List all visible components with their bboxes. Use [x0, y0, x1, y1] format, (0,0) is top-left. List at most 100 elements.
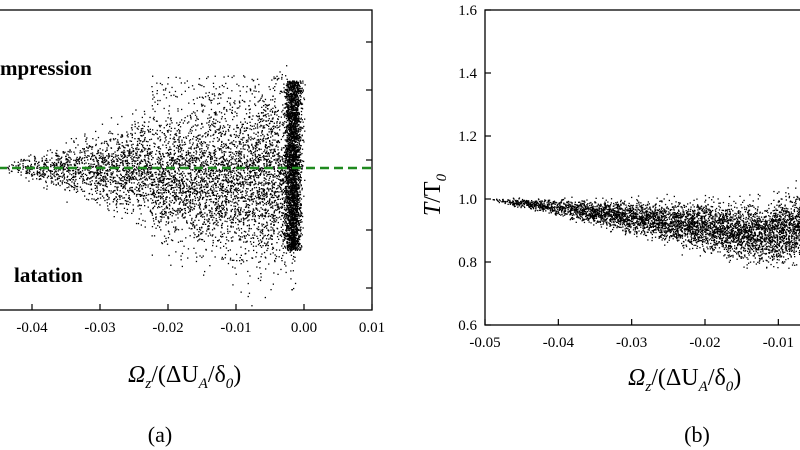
scatter-point — [131, 134, 133, 136]
scatter-point — [285, 221, 287, 223]
scatter-point — [250, 243, 253, 245]
scatter-point — [254, 153, 256, 155]
scatter-point — [232, 226, 234, 228]
scatter-point — [279, 182, 281, 184]
scatter-point — [256, 144, 258, 146]
scatter-point — [281, 179, 284, 181]
scatter-point — [251, 125, 253, 127]
scatter-point — [161, 214, 163, 216]
scatter-point — [99, 157, 101, 159]
scatter-point — [96, 171, 99, 173]
scatter-point — [231, 240, 233, 242]
scatter-point — [279, 183, 281, 185]
scatter-point — [235, 170, 238, 172]
scatter-point — [112, 178, 115, 180]
scatter-point — [231, 180, 233, 182]
scatter-point — [287, 164, 289, 166]
scatter-point — [165, 201, 168, 203]
scatter-point — [292, 258, 294, 260]
scatter-point — [273, 191, 275, 193]
scatter-point — [219, 128, 221, 130]
scatter-point — [149, 209, 152, 211]
scatter-point — [258, 91, 260, 93]
scatter-point — [254, 219, 256, 221]
scatter-point — [267, 134, 269, 136]
scatter-point — [167, 142, 169, 145]
scatter-point — [198, 169, 200, 171]
scatter-point — [262, 223, 265, 226]
scatter-point — [271, 217, 273, 219]
scatter-point — [104, 199, 106, 202]
scatter-point — [163, 170, 165, 173]
scatter-point — [241, 162, 244, 165]
scatter-point — [218, 111, 221, 113]
scatter-point — [155, 173, 157, 176]
scatter-point — [278, 163, 281, 165]
scatter-point — [185, 154, 187, 157]
scatter-point — [189, 165, 191, 167]
scatter-point — [243, 196, 245, 199]
scatter-point — [166, 177, 169, 180]
scatter-point — [203, 196, 205, 199]
scatter-point — [182, 187, 184, 189]
scatter-point — [263, 177, 265, 179]
scatter-point — [245, 212, 248, 214]
scatter-point — [283, 212, 285, 214]
scatter-point — [268, 164, 270, 167]
scatter-point — [77, 190, 79, 192]
scatter-point — [204, 191, 207, 194]
scatter-point — [115, 168, 117, 170]
scatter-point — [184, 143, 187, 145]
scatter-point — [65, 182, 67, 184]
scatter-point — [251, 305, 253, 307]
scatter-point — [281, 207, 283, 209]
scatter-point — [218, 211, 220, 213]
scatter-point — [142, 185, 145, 187]
scatter-point — [193, 155, 195, 157]
scatter-point — [167, 155, 169, 157]
scatter-point — [132, 173, 134, 175]
scatter-point — [45, 180, 47, 182]
scatter-point — [172, 143, 174, 145]
scatter-point — [225, 109, 228, 111]
scatter-point — [219, 148, 221, 150]
scatter-point — [240, 207, 242, 209]
scatter-point — [167, 189, 170, 192]
scatter-point — [205, 186, 207, 189]
scatter-point — [273, 219, 275, 221]
scatter-point — [136, 183, 139, 185]
scatter-point — [100, 157, 102, 159]
scatter-point — [253, 187, 256, 189]
scatter-point — [106, 172, 109, 175]
scatter-point — [73, 182, 75, 184]
scatter-point — [284, 112, 286, 114]
scatter-point — [162, 154, 164, 156]
scatter-point — [188, 191, 190, 193]
scatter-point — [38, 164, 40, 166]
scatter-point — [101, 123, 104, 125]
scatter-point — [178, 186, 180, 189]
scatter-point — [290, 270, 292, 272]
scatter-point — [57, 170, 59, 172]
scatter-point — [249, 214, 251, 216]
scatter-point — [192, 202, 194, 204]
scatter-point — [280, 170, 282, 172]
scatter-point — [158, 153, 161, 155]
scatter-point — [157, 185, 159, 187]
scatter-point — [268, 238, 270, 240]
scatter-point — [116, 174, 118, 176]
scatter-point — [170, 148, 172, 151]
scatter-point — [103, 175, 105, 178]
scatter-point — [179, 166, 181, 168]
scatter-point — [220, 148, 222, 150]
scatter-point — [165, 136, 167, 138]
scatter-point — [253, 90, 255, 92]
scatter-point — [82, 178, 84, 180]
scatter-point — [178, 173, 180, 175]
scatter-point — [99, 197, 102, 199]
scatter-point — [230, 204, 232, 207]
scatter-point — [141, 171, 143, 173]
scatter-point — [255, 245, 257, 247]
scatter-point — [252, 194, 254, 196]
scatter-point — [163, 241, 166, 243]
